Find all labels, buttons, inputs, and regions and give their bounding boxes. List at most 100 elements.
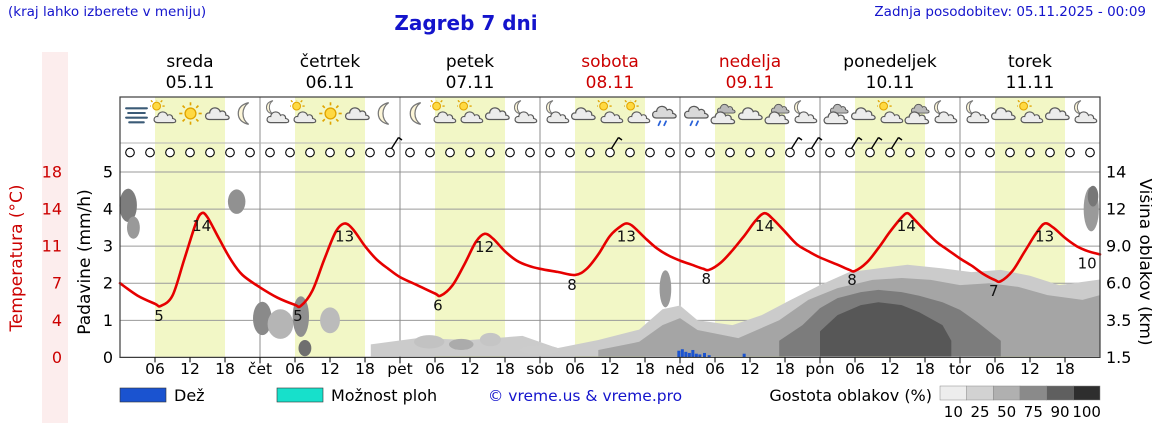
wind-calm-icon xyxy=(785,147,795,158)
wind-barb-tick xyxy=(398,136,403,141)
density-tick-label: 50 xyxy=(997,403,1016,421)
day-date[interactable]: 06.11 xyxy=(306,73,355,93)
temp-tick-label: 4 xyxy=(52,311,62,330)
temperature-axis-title: Temperatura (°C) xyxy=(7,184,27,332)
moon-cloud-icon xyxy=(513,100,538,124)
moon-cloud-icon xyxy=(933,100,958,124)
wind-barb-icon xyxy=(810,137,820,149)
cloud-cover-layer xyxy=(820,302,952,357)
wind-calm-icon xyxy=(525,147,535,158)
cloud-patch xyxy=(1087,185,1099,207)
day-name[interactable]: sreda xyxy=(166,52,213,72)
day-date[interactable]: 11.11 xyxy=(1006,73,1055,93)
day-name[interactable]: nedelja xyxy=(719,52,781,72)
wind-calm-icon xyxy=(145,147,155,158)
wind-calm-icon xyxy=(685,147,695,158)
hour-label: 06 xyxy=(145,360,165,378)
wind-barb-tick xyxy=(898,136,903,141)
day-name[interactable]: torek xyxy=(1008,52,1052,72)
hour-label: 12 xyxy=(460,360,480,378)
wind-calm-icon xyxy=(305,147,315,158)
copyright-link[interactable]: © vreme.us & vreme.pro xyxy=(488,387,682,405)
precip-tick-label: 1 xyxy=(103,311,113,330)
cloud-patch xyxy=(414,335,445,349)
location-hint: (kraj lahko izberete v meniju) xyxy=(8,4,206,20)
hour-label: 12 xyxy=(880,360,900,378)
wind-calm-icon xyxy=(725,147,735,158)
cloud-patch xyxy=(320,307,340,334)
wind-calm-icon xyxy=(645,147,655,158)
wind-calm-icon xyxy=(485,147,495,158)
hour-label: 18 xyxy=(355,360,375,378)
wind-calm-icon xyxy=(945,147,955,158)
day-abbrev-label: pet xyxy=(387,360,412,378)
temperature-value-label: 8 xyxy=(567,276,577,294)
density-swatch xyxy=(966,385,994,401)
hour-label: 12 xyxy=(740,360,760,378)
hour-label: 18 xyxy=(635,360,655,378)
clouds-icon xyxy=(823,103,849,125)
day-band xyxy=(155,97,225,358)
day-date[interactable]: 10.11 xyxy=(866,73,915,93)
density-tick-label: 75 xyxy=(1024,403,1043,421)
density-swatch xyxy=(939,385,967,401)
day-name[interactable]: ponedeljek xyxy=(843,52,937,72)
rain-bar xyxy=(742,353,746,358)
day-date[interactable]: 09.11 xyxy=(726,73,775,93)
wind-barb-tick xyxy=(798,136,803,141)
wind-calm-icon xyxy=(985,147,995,158)
temp-tick-label: 18 xyxy=(42,163,62,182)
wind-calm-icon xyxy=(225,147,235,158)
wind-calm-icon xyxy=(665,147,675,158)
temperature-value-label: 5 xyxy=(154,307,164,325)
cloud-drizzle-icon xyxy=(683,105,710,127)
wind-calm-icon xyxy=(885,147,895,158)
wind-calm-icon xyxy=(1065,147,1075,158)
wind-barb-tick xyxy=(878,136,883,141)
precip-tick-label: 4 xyxy=(103,200,113,219)
hour-label: 12 xyxy=(1020,360,1040,378)
cloud-patch xyxy=(127,216,140,239)
hour-label: 06 xyxy=(285,360,305,378)
rain-bar xyxy=(691,349,695,358)
day-name[interactable]: sobota xyxy=(581,52,639,72)
cloud-density-legend-title: Gostota oblakov (%) xyxy=(769,386,932,405)
wind-calm-icon xyxy=(385,147,395,158)
temperature-value-label: 5 xyxy=(293,307,303,325)
density-tick-label: 10 xyxy=(944,403,963,421)
moon-cloud-icon xyxy=(1073,100,1098,124)
density-swatch xyxy=(993,385,1021,401)
temperature-value-label: 13 xyxy=(1035,228,1054,246)
wind-barb-icon xyxy=(610,137,620,149)
day-name[interactable]: petek xyxy=(446,52,494,72)
hour-label: 06 xyxy=(705,360,725,378)
temperature-value-label: 13 xyxy=(617,228,636,246)
hour-label: 12 xyxy=(320,360,340,378)
wind-calm-icon xyxy=(765,147,775,158)
wind-calm-icon xyxy=(965,147,975,158)
hour-label: 18 xyxy=(495,360,515,378)
wind-calm-icon xyxy=(245,147,255,158)
day-date[interactable]: 05.11 xyxy=(166,73,215,93)
precip-tick-label: 2 xyxy=(103,274,113,293)
cloud-patch xyxy=(659,270,672,308)
wind-calm-icon xyxy=(1085,147,1095,158)
temp-tick-label: 11 xyxy=(42,237,62,256)
wind-calm-icon xyxy=(845,147,855,158)
day-name[interactable]: četrtek xyxy=(300,52,361,72)
temperature-value-label: 14 xyxy=(897,217,916,235)
day-date[interactable]: 08.11 xyxy=(586,73,635,93)
cloud-patch xyxy=(449,338,474,350)
hour-label: 06 xyxy=(565,360,585,378)
precipitation-axis-title: Padavine (mm/h) xyxy=(75,189,95,334)
hour-label: 06 xyxy=(985,360,1005,378)
wind-calm-icon xyxy=(625,147,635,158)
wind-calm-icon xyxy=(825,147,835,158)
temperature-value-label: 6 xyxy=(433,297,443,315)
temperature-value-label: 7 xyxy=(989,282,999,300)
moon-cloud-icon xyxy=(545,100,570,124)
day-band xyxy=(435,97,505,358)
wind-calm-icon xyxy=(705,147,715,158)
day-date[interactable]: 07.11 xyxy=(446,73,495,93)
